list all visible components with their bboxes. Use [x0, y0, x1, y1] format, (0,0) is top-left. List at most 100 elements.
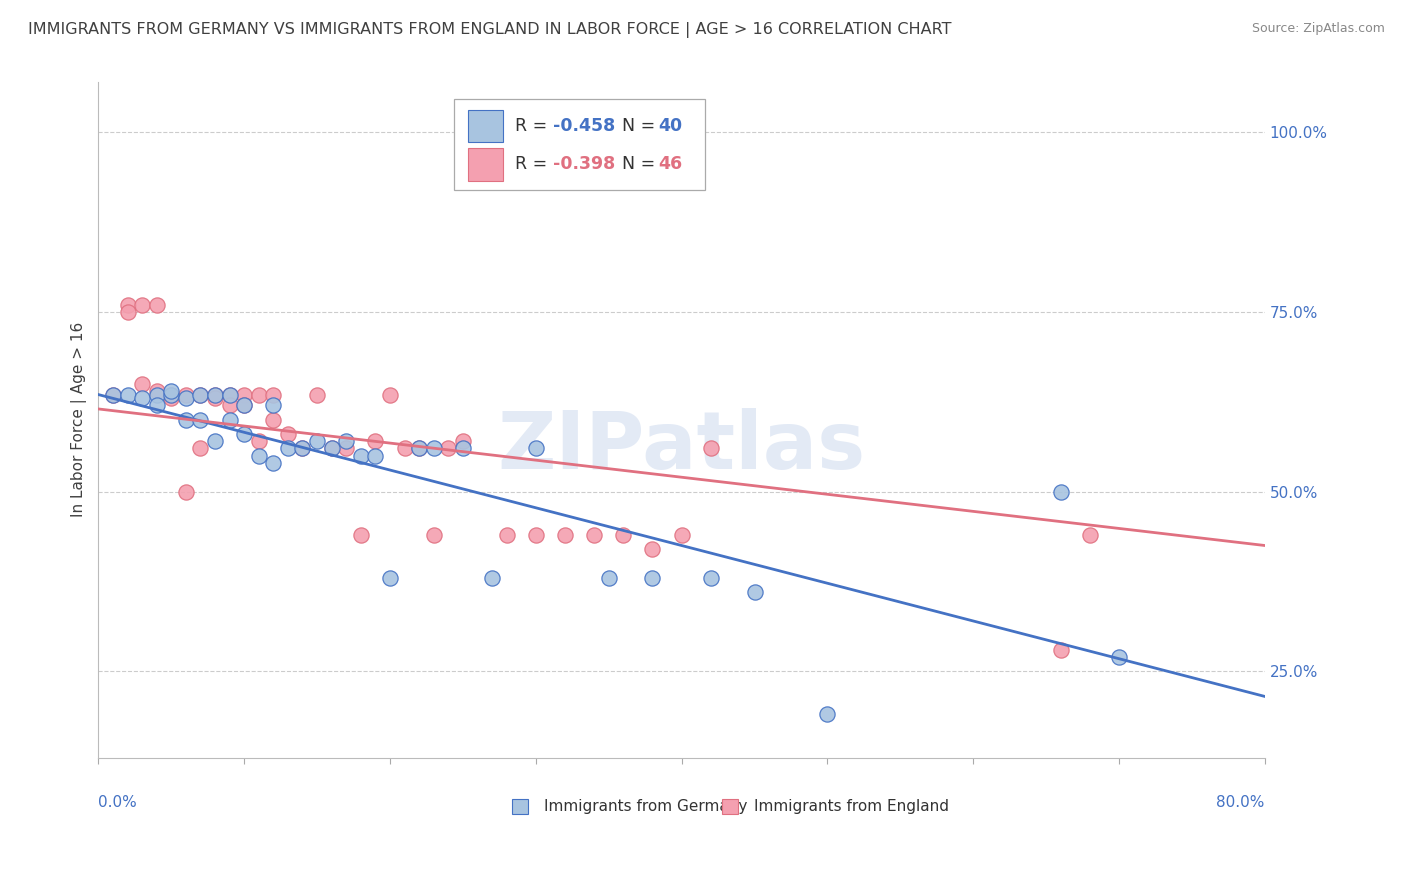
- Point: [204, 387, 226, 401]
- Point: [524, 442, 547, 456]
- Point: [233, 387, 256, 401]
- FancyBboxPatch shape: [723, 798, 738, 814]
- Point: [131, 376, 153, 391]
- Point: [145, 398, 167, 412]
- Point: [364, 449, 387, 463]
- Text: R =: R =: [515, 155, 553, 173]
- Point: [174, 391, 197, 405]
- Point: [190, 387, 212, 401]
- Point: [218, 398, 240, 412]
- Point: [233, 398, 256, 412]
- Point: [160, 387, 183, 401]
- Point: [291, 442, 314, 456]
- Point: [744, 585, 766, 599]
- Point: [160, 387, 183, 401]
- Point: [233, 427, 256, 442]
- Point: [641, 571, 664, 585]
- Point: [437, 442, 460, 456]
- Point: [145, 298, 167, 312]
- Point: [204, 391, 226, 405]
- Point: [101, 387, 124, 401]
- Text: Immigrants from Germany: Immigrants from Germany: [544, 798, 748, 814]
- Point: [160, 384, 183, 398]
- Point: [117, 305, 139, 319]
- Point: [247, 434, 270, 449]
- Point: [190, 413, 212, 427]
- Point: [700, 571, 723, 585]
- Point: [321, 442, 343, 456]
- Point: [218, 387, 240, 401]
- Point: [350, 527, 373, 541]
- Point: [350, 449, 373, 463]
- Point: [335, 434, 357, 449]
- Point: [247, 449, 270, 463]
- Point: [218, 413, 240, 427]
- Point: [641, 542, 664, 557]
- Point: [422, 442, 444, 456]
- Point: [700, 442, 723, 456]
- Point: [524, 527, 547, 541]
- Point: [277, 427, 299, 442]
- Point: [612, 527, 634, 541]
- Point: [145, 384, 167, 398]
- Text: N =: N =: [621, 155, 661, 173]
- Point: [378, 387, 401, 401]
- Point: [451, 434, 474, 449]
- Text: -0.458: -0.458: [554, 117, 616, 136]
- Text: N =: N =: [621, 117, 661, 136]
- Point: [1049, 642, 1071, 657]
- Y-axis label: In Labor Force | Age > 16: In Labor Force | Age > 16: [72, 322, 87, 517]
- Point: [101, 387, 124, 401]
- Point: [262, 413, 284, 427]
- Point: [815, 707, 838, 722]
- Point: [554, 527, 576, 541]
- Point: [408, 442, 430, 456]
- FancyBboxPatch shape: [468, 110, 503, 143]
- Point: [117, 298, 139, 312]
- Point: [1108, 649, 1130, 664]
- Point: [277, 442, 299, 456]
- Text: -0.398: -0.398: [554, 155, 616, 173]
- FancyBboxPatch shape: [512, 798, 527, 814]
- Point: [1049, 484, 1071, 499]
- Text: 80.0%: 80.0%: [1216, 795, 1265, 810]
- Point: [204, 434, 226, 449]
- Text: R =: R =: [515, 117, 553, 136]
- Point: [378, 571, 401, 585]
- Point: [218, 387, 240, 401]
- Point: [174, 413, 197, 427]
- FancyBboxPatch shape: [468, 148, 503, 181]
- Point: [204, 387, 226, 401]
- Text: Immigrants from England: Immigrants from England: [754, 798, 949, 814]
- Point: [190, 442, 212, 456]
- Text: Source: ZipAtlas.com: Source: ZipAtlas.com: [1251, 22, 1385, 36]
- Point: [174, 387, 197, 401]
- Point: [671, 527, 693, 541]
- Point: [131, 298, 153, 312]
- Point: [335, 442, 357, 456]
- Point: [583, 527, 606, 541]
- Text: 0.0%: 0.0%: [98, 795, 138, 810]
- Point: [291, 442, 314, 456]
- Point: [495, 527, 517, 541]
- Point: [364, 434, 387, 449]
- Point: [160, 391, 183, 405]
- Point: [408, 442, 430, 456]
- Point: [233, 398, 256, 412]
- Point: [598, 571, 620, 585]
- Point: [117, 387, 139, 401]
- Point: [174, 484, 197, 499]
- Point: [1078, 527, 1101, 541]
- Point: [307, 387, 329, 401]
- Point: [131, 391, 153, 405]
- Point: [262, 387, 284, 401]
- Point: [262, 398, 284, 412]
- Text: 40: 40: [658, 117, 682, 136]
- Point: [247, 387, 270, 401]
- Point: [307, 434, 329, 449]
- Point: [451, 442, 474, 456]
- Point: [145, 387, 167, 401]
- Text: ZIPatlas: ZIPatlas: [498, 408, 866, 486]
- FancyBboxPatch shape: [454, 99, 704, 190]
- Text: 46: 46: [658, 155, 682, 173]
